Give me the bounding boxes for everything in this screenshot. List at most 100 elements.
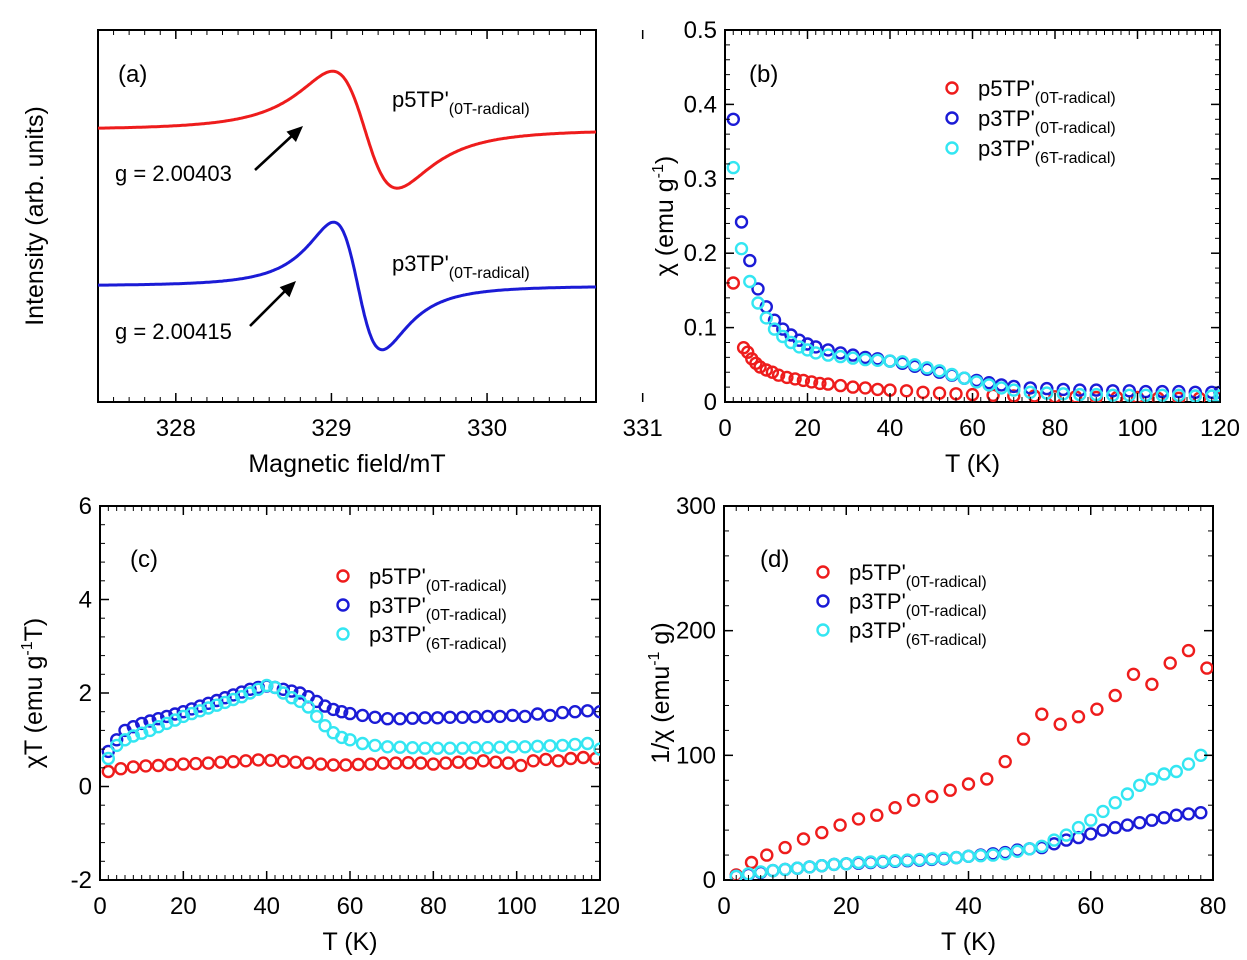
data-point-series-2 bbox=[1108, 796, 1122, 810]
data-point-series-0 bbox=[351, 757, 365, 772]
data-point-series-1 bbox=[809, 340, 823, 354]
legend-marker bbox=[945, 81, 959, 95]
x-tick-label: 80 bbox=[1042, 415, 1069, 442]
legend-marker bbox=[336, 627, 350, 641]
panel-label: (a) bbox=[118, 61, 147, 88]
data-point-series-0 bbox=[1053, 717, 1067, 731]
data-point-series-0 bbox=[788, 372, 802, 386]
legend-entry-name: p3TP' bbox=[978, 106, 1035, 131]
data-point-series-2 bbox=[368, 738, 382, 753]
data-point-series-2 bbox=[994, 381, 1009, 395]
data-point-series-1 bbox=[1145, 813, 1159, 827]
legend-marker bbox=[816, 594, 830, 608]
data-point-series-2 bbox=[184, 706, 199, 721]
data-point-series-1 bbox=[430, 711, 445, 725]
g-value-arrow bbox=[249, 287, 289, 327]
data-point-series-2 bbox=[925, 852, 939, 866]
data-point-series-1 bbox=[800, 337, 815, 351]
legend-entry-subscript: (0T-radical) bbox=[426, 578, 507, 595]
data-point-series-1 bbox=[821, 343, 835, 357]
data-point-series-0 bbox=[1108, 688, 1122, 703]
data-point-series-1 bbox=[184, 702, 199, 716]
data-point-series-1 bbox=[176, 705, 191, 719]
legend-entry-subscript: (6T-radical) bbox=[906, 632, 987, 649]
data-point-series-0 bbox=[1071, 710, 1086, 724]
data-point-series-2 bbox=[101, 751, 116, 766]
legend-marker bbox=[816, 565, 830, 579]
data-point-series-2 bbox=[335, 730, 349, 745]
data-point-series-2 bbox=[800, 343, 815, 357]
data-point-series-1 bbox=[1056, 382, 1071, 397]
data-point-series-0 bbox=[226, 755, 241, 769]
data-point-series-1 bbox=[480, 709, 495, 724]
data-point-series-2 bbox=[468, 741, 482, 755]
data-point-series-1 bbox=[326, 702, 340, 717]
data-point-series-0 bbox=[846, 380, 860, 394]
data-point-series-0 bbox=[804, 375, 819, 389]
data-point-series-2 bbox=[1120, 787, 1135, 801]
data-point-series-0 bbox=[389, 756, 403, 770]
data-point-series-2 bbox=[193, 704, 207, 718]
data-point-series-0 bbox=[314, 757, 328, 771]
data-point-series-1 bbox=[530, 707, 545, 721]
data-point-series-0 bbox=[1200, 661, 1213, 675]
data-point-series-2 bbox=[555, 738, 570, 753]
data-point-series-0 bbox=[514, 758, 528, 773]
chart-panel-d: 0 20 40 60 80 0 100 200 300 T (K) 1/χ (emu-1 g) p5T… bbox=[646, 493, 1226, 956]
data-point-series-2 bbox=[318, 719, 332, 733]
x-tick-label: 60 bbox=[959, 415, 986, 442]
data-point-series-1 bbox=[226, 688, 241, 702]
data-point-series-0 bbox=[489, 755, 503, 769]
data-point-series-2 bbox=[827, 857, 841, 872]
y-tick-label: 0 bbox=[703, 867, 716, 894]
legend-entry-subscript: (6T-radical) bbox=[426, 636, 507, 653]
series-label-name: p5TP' bbox=[392, 87, 449, 112]
legend-entry-name: p3TP' bbox=[369, 622, 426, 647]
data-point-series-2 bbox=[1010, 844, 1025, 858]
data-point-series-0 bbox=[139, 759, 153, 773]
y-tick-label: 4 bbox=[79, 587, 92, 614]
y-tick-label: 300 bbox=[676, 493, 716, 520]
data-point-series-0 bbox=[114, 762, 128, 776]
y-axis-title-superscript: -1 bbox=[646, 651, 663, 665]
x-tick-label: 20 bbox=[170, 893, 197, 920]
data-point-series-1 bbox=[209, 693, 224, 708]
data-point-series-2 bbox=[986, 848, 1000, 862]
data-point-series-2 bbox=[1157, 767, 1171, 781]
data-point-series-0 bbox=[176, 757, 191, 771]
data-point-series-2 bbox=[1035, 839, 1049, 853]
legend-entry-name: p3TP' bbox=[978, 136, 1035, 161]
data-point-series-2 bbox=[809, 346, 823, 360]
data-point-series-2 bbox=[957, 371, 971, 385]
data-point-series-0 bbox=[771, 368, 786, 382]
y-axis-title: χT (emu g-1T) bbox=[19, 618, 48, 769]
y-tick-label: 200 bbox=[676, 618, 716, 645]
data-point-series-0 bbox=[760, 848, 774, 862]
data-point-series-0 bbox=[906, 793, 921, 807]
data-point-series-2 bbox=[1084, 813, 1098, 827]
data-point-series-1 bbox=[1122, 384, 1137, 398]
data-point-series-2 bbox=[1181, 757, 1196, 771]
data-point-series-2 bbox=[593, 742, 600, 756]
data-point-series-2 bbox=[1007, 383, 1021, 397]
x-tick-label: 328 bbox=[156, 415, 196, 442]
data-point-series-0 bbox=[796, 832, 811, 846]
legend-marker bbox=[336, 598, 350, 612]
plot-area bbox=[98, 69, 596, 352]
data-point-series-1 bbox=[1157, 811, 1171, 825]
x-tick-label: 20 bbox=[833, 893, 860, 920]
data-point-series-1 bbox=[285, 684, 299, 698]
legend-entry-name: p3TP' bbox=[849, 618, 906, 643]
legend-entry-name: p3TP' bbox=[849, 589, 906, 614]
y-tick-label: 0 bbox=[704, 389, 717, 416]
data-point-series-2 bbox=[226, 692, 241, 707]
y-axis-title-main: χ (emu g bbox=[651, 178, 679, 276]
data-point-series-2 bbox=[530, 739, 545, 753]
data-point-series-2 bbox=[455, 741, 470, 755]
data-point-series-1 bbox=[767, 313, 782, 327]
data-point-series-1 bbox=[218, 691, 232, 705]
data-point-series-1 bbox=[455, 710, 470, 724]
data-point-series-0 bbox=[925, 789, 939, 804]
data-point-series-2 bbox=[851, 855, 866, 870]
